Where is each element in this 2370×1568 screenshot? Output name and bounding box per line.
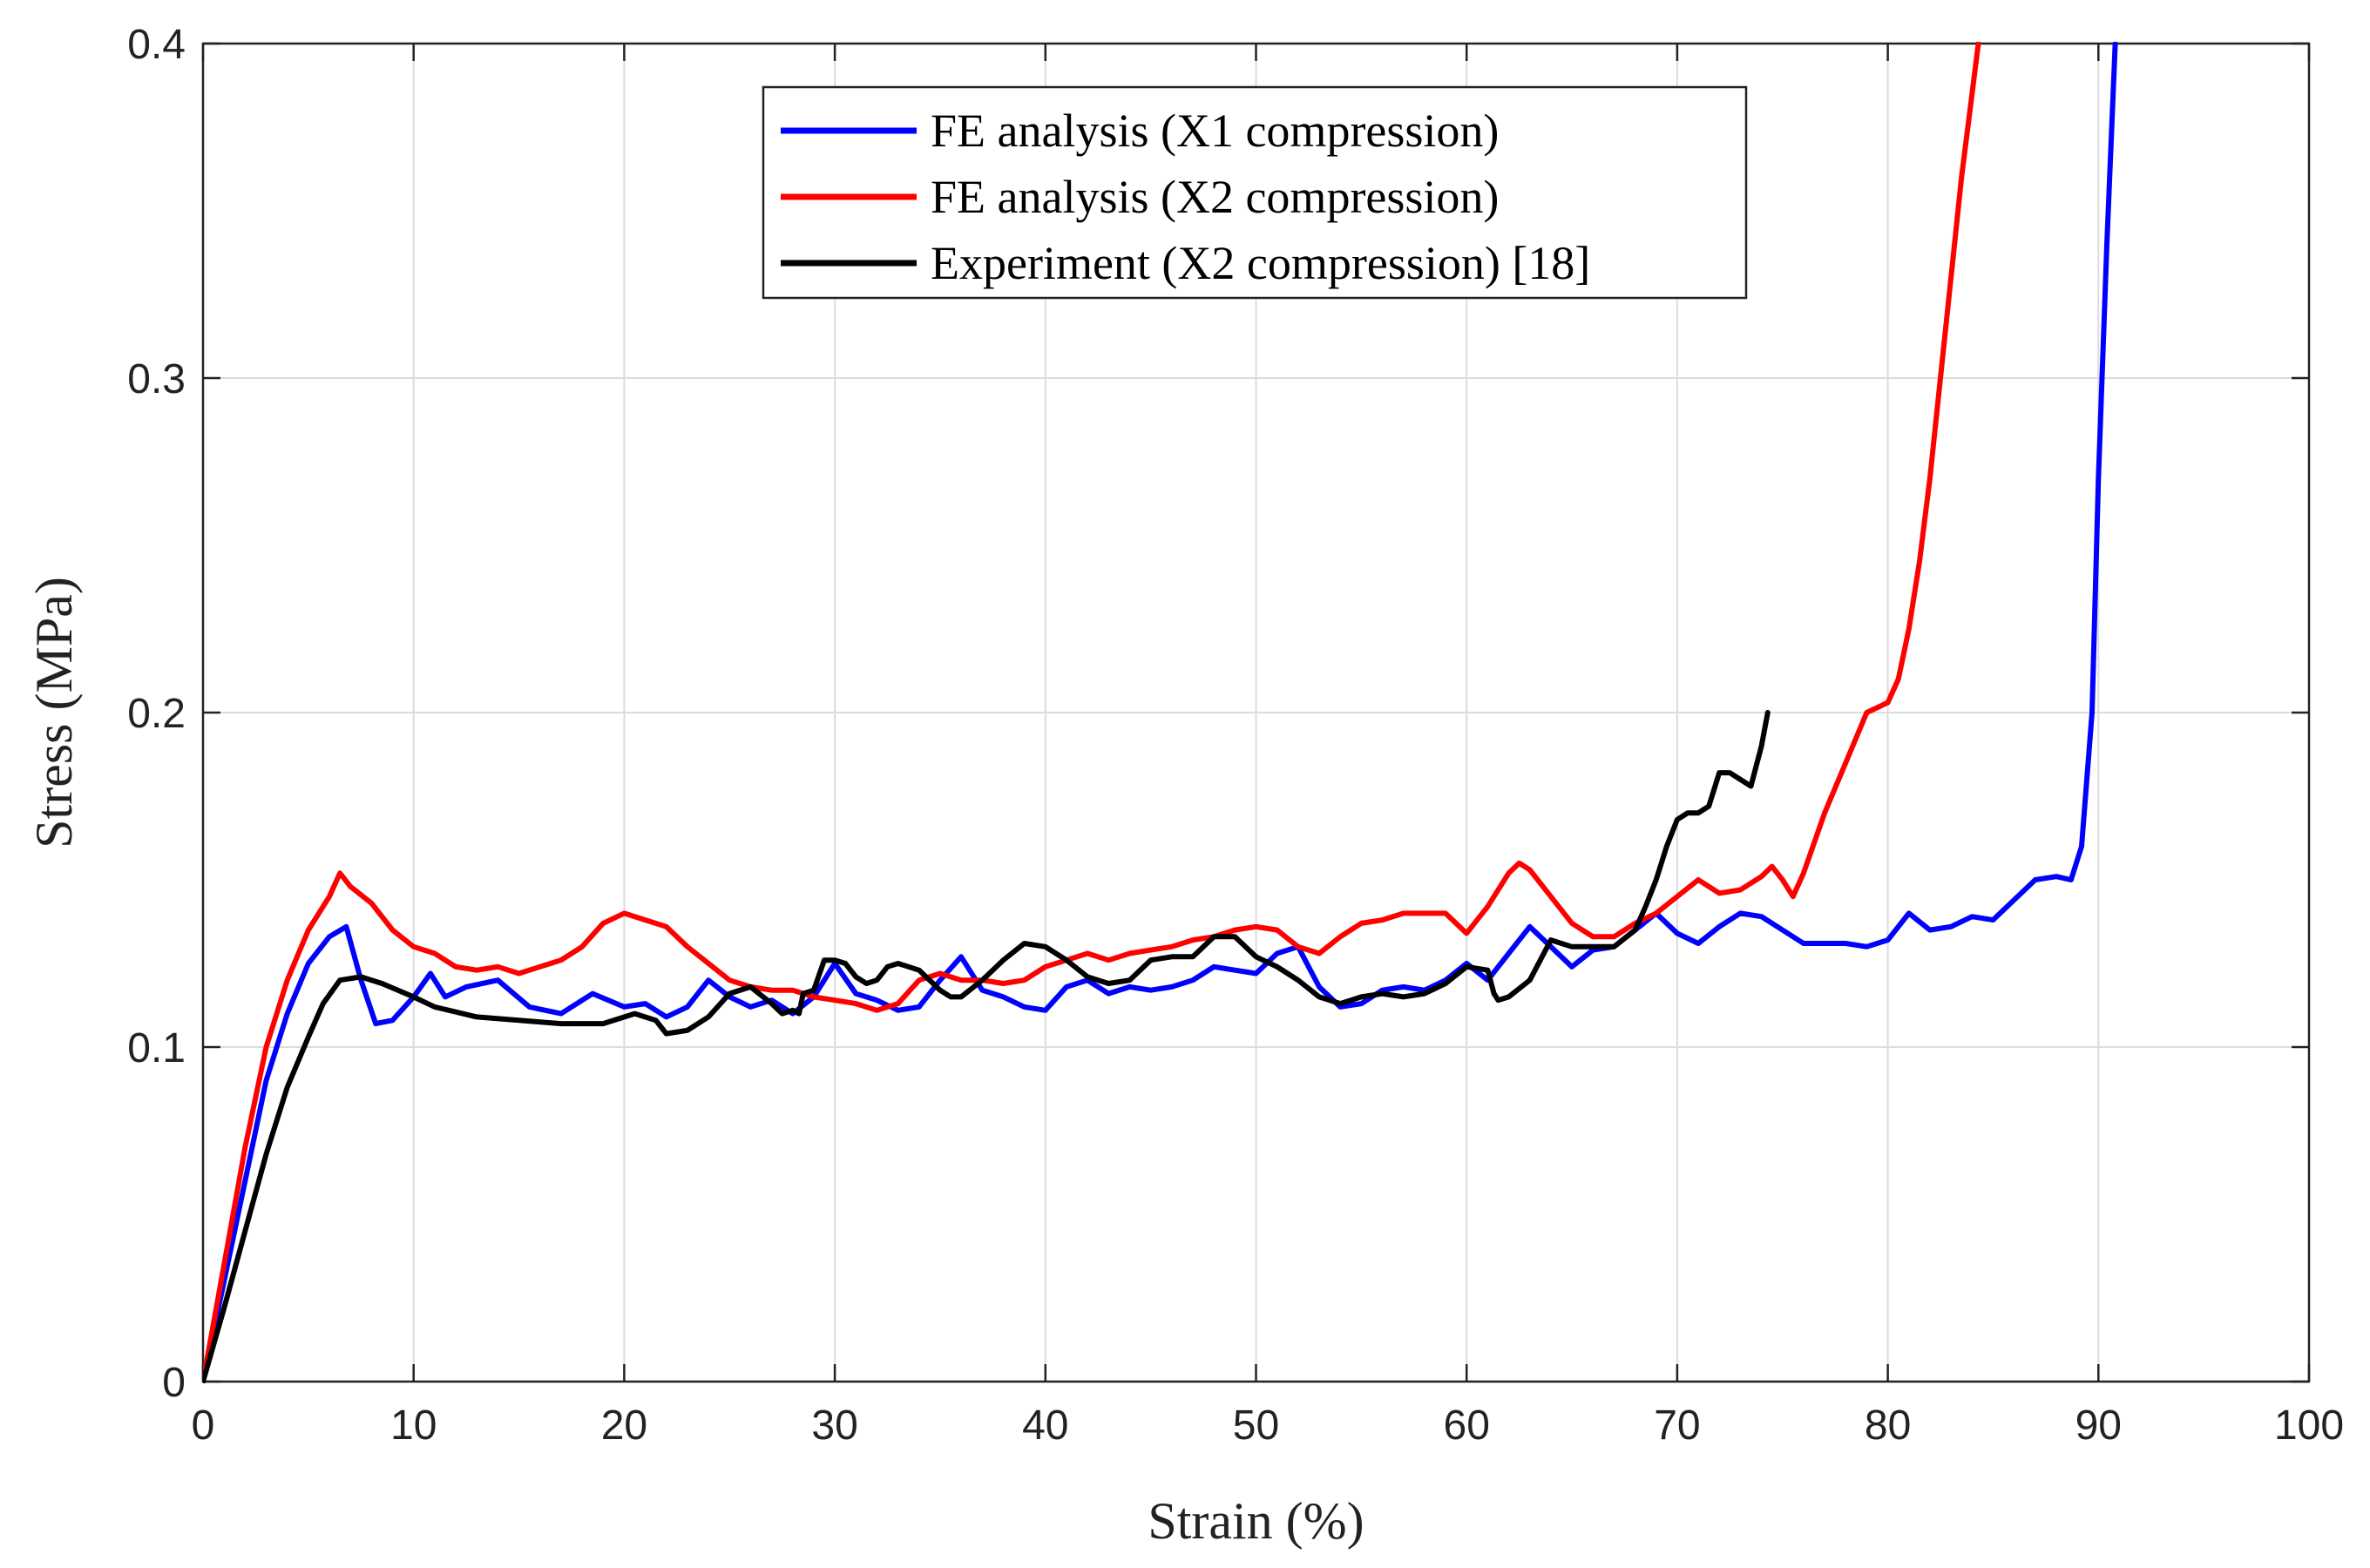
x-tick-label: 20 [601,1402,647,1449]
legend: FE analysis (X1 compression) FE analysis … [762,85,1748,300]
x-tick-label: 80 [1865,1402,1911,1449]
legend-label: FE analysis (X1 compression) [931,105,1499,157]
series-lines [203,42,2118,1383]
x-tick-label: 30 [811,1402,857,1449]
y-axis-title: Stress (MPa) [25,577,83,848]
x-axis-title: Strain (%) [1148,1492,1364,1550]
x-tick-label: 0 [192,1402,215,1449]
y-tick-label: 0.1 [127,1025,186,1071]
x-tick-label: 70 [1654,1402,1700,1449]
legend-box [762,85,1748,300]
series-line-x2-fe [203,42,1981,1383]
x-tick-label: 90 [2075,1402,2122,1449]
y-tick-label: 0.2 [127,691,186,737]
x-tick-label: 10 [390,1402,437,1449]
legend-label: FE analysis (X2 compression) [931,171,1499,223]
axis-ticks: 0 10 20 30 40 50 60 70 80 90 100 0 0.1 0.2 0.3 0.4 [127,22,2344,1449]
y-tick-label: 0.4 [127,22,186,68]
series-line-x1-fe [203,42,2118,1383]
y-tick-label: 0.3 [127,356,186,402]
series-line-experiment [203,710,1771,1383]
legend-label: Experiment (X2 compression) [18] [931,237,1590,289]
y-tick-label: 0 [162,1360,186,1406]
x-tick-label: 100 [2274,1402,2344,1449]
x-tick-label: 40 [1022,1402,1068,1449]
x-tick-label: 60 [1444,1402,1490,1449]
x-tick-label: 50 [1233,1402,1279,1449]
